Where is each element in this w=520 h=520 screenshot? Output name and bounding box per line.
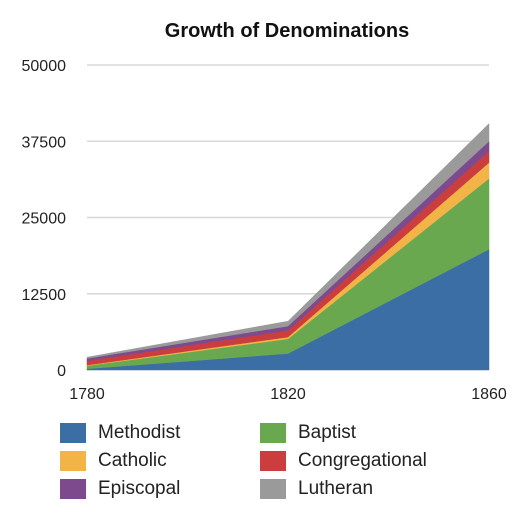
stacked-area-chart: Growth of Denominations 0 12500 25000 37500… bbox=[22, 20, 507, 400]
legend-swatch bbox=[260, 451, 286, 471]
legend-item-methodist: Methodist bbox=[60, 420, 260, 446]
legend-label: Episcopal bbox=[98, 478, 181, 499]
legend-label: Congregational bbox=[298, 450, 427, 471]
legend-swatch bbox=[60, 479, 86, 499]
legend-label: Methodist bbox=[98, 422, 181, 443]
legend-item-lutheran: Lutheran bbox=[260, 476, 460, 502]
legend-swatch bbox=[60, 423, 86, 443]
legend-item-episcopal: Episcopal bbox=[60, 476, 260, 502]
legend-swatch bbox=[60, 451, 86, 471]
area-lutheran bbox=[86, 122, 490, 359]
legend-swatch bbox=[260, 423, 286, 443]
legend-label: Baptist bbox=[298, 422, 357, 443]
legend-label: Catholic bbox=[98, 450, 167, 471]
y-tick-label: 25000 bbox=[22, 211, 67, 228]
y-tick-label: 0 bbox=[57, 363, 66, 380]
x-axis-ticks: 1780 1820 1860 bbox=[69, 386, 507, 400]
legend-item-catholic: Catholic bbox=[60, 448, 260, 474]
x-tick-label: 1780 bbox=[69, 386, 105, 400]
y-tick-label: 50000 bbox=[22, 58, 67, 75]
y-tick-label: 12500 bbox=[22, 287, 67, 304]
x-tick-label: 1820 bbox=[270, 386, 306, 400]
data-areas bbox=[86, 122, 490, 371]
x-tick-label: 1860 bbox=[471, 386, 507, 400]
legend-item-congregational: Congregational bbox=[260, 448, 460, 474]
legend-swatch bbox=[260, 479, 286, 499]
legend-label: Lutheran bbox=[298, 478, 374, 499]
legend-item-baptist: Baptist bbox=[260, 420, 460, 446]
y-axis-ticks: 0 12500 25000 37500 50000 bbox=[22, 58, 67, 380]
legend: Methodist Baptist Catholic Congregational Ep… bbox=[60, 420, 480, 502]
y-tick-label: 37500 bbox=[22, 134, 67, 151]
chart-title: Growth of Denominations bbox=[165, 20, 409, 42]
